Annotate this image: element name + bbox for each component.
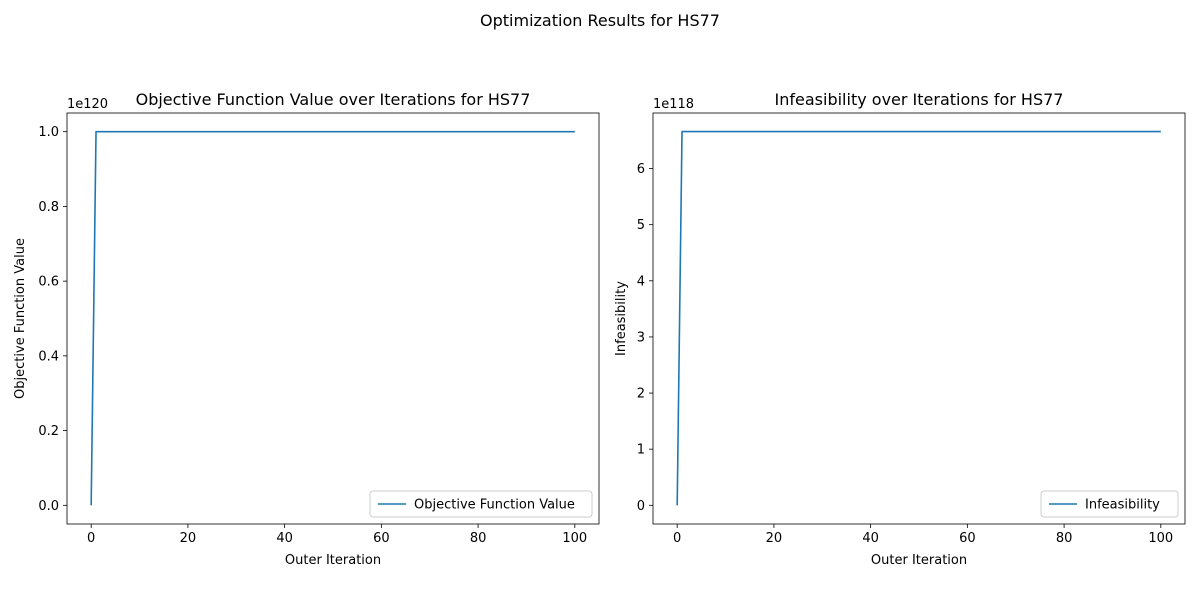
chart-0-x-axis-label: Outer Iteration bbox=[285, 553, 381, 568]
chart-0-legend-label: Objective Function Value bbox=[414, 498, 575, 513]
chart-1-x-tick-label: 20 bbox=[766, 531, 783, 546]
chart-1-x-axis-label: Outer Iteration bbox=[871, 553, 967, 568]
chart-0-title: Objective Function Value over Iterations… bbox=[136, 90, 531, 109]
chart-1-legend-box bbox=[1040, 490, 1179, 518]
chart-0-y-tick-label: 0.2 bbox=[38, 424, 59, 439]
chart-0-y-tick-label: 0.0 bbox=[38, 499, 59, 514]
chart-1-plot-frame bbox=[652, 112, 1186, 525]
chart-1-legend: Infeasibility bbox=[1040, 490, 1179, 518]
chart-1-y-tick-label: 2 bbox=[637, 387, 645, 402]
chart-0-y-tick-label: 0.4 bbox=[38, 349, 59, 364]
chart-1-legend-label: Infeasibility bbox=[1085, 498, 1160, 513]
chart-1-x-tick-label: 80 bbox=[1056, 531, 1073, 546]
chart-0-legend-box bbox=[369, 490, 593, 518]
chart-0-x-tick-label: 60 bbox=[373, 531, 390, 546]
figure-suptitle: Optimization Results for HS77 bbox=[480, 11, 720, 30]
chart-1-y-tick-label: 3 bbox=[637, 330, 645, 345]
chart-1-x-tick-label: 100 bbox=[1148, 531, 1173, 546]
chart-0-y-tick-label: 1.0 bbox=[38, 125, 59, 140]
chart-1-y-tick-label: 4 bbox=[637, 274, 645, 289]
chart-0-x-tick-label: 40 bbox=[276, 531, 293, 546]
chart-0-series-line bbox=[90, 130, 575, 506]
chart-0-y-tick-label: 0.8 bbox=[38, 200, 59, 215]
chart-0-x-tick-label: 20 bbox=[180, 531, 197, 546]
chart-1-y-tick-label: 0 bbox=[637, 499, 645, 514]
chart-1-y-axis-label: Infeasibility bbox=[614, 281, 629, 356]
chart-0-x-tick-label: 0 bbox=[87, 531, 95, 546]
chart-0-x-tick-label: 80 bbox=[470, 531, 487, 546]
chart-0-y-axis-label: Objective Function Value bbox=[13, 238, 28, 399]
chart-1-series-line bbox=[676, 130, 1161, 506]
chart-1-x-tick-label: 0 bbox=[673, 531, 681, 546]
chart-0-offset-text: 1e120 bbox=[67, 97, 108, 112]
objective-chart: Objective Function Value over Iterations… bbox=[13, 90, 600, 568]
chart-1-x-tick-label: 60 bbox=[959, 531, 976, 546]
chart-1-y-tick-label: 1 bbox=[637, 443, 645, 458]
chart-0-x-tick-label: 100 bbox=[562, 531, 587, 546]
infeasibility-chart: Infeasibility over Iterations for HS77 1e… bbox=[614, 90, 1186, 568]
chart-0-y-tick-label: 0.6 bbox=[38, 275, 59, 290]
chart-1-title: Infeasibility over Iterations for HS77 bbox=[775, 90, 1064, 109]
chart-1-x-tick-label: 40 bbox=[862, 531, 879, 546]
chart-1-y-tick-label: 5 bbox=[637, 218, 645, 233]
chart-0-legend: Objective Function Value bbox=[369, 490, 593, 518]
chart-1-offset-text: 1e118 bbox=[653, 97, 694, 112]
chart-0-plot-frame bbox=[66, 112, 600, 525]
chart-1-y-tick-label: 6 bbox=[637, 162, 645, 177]
